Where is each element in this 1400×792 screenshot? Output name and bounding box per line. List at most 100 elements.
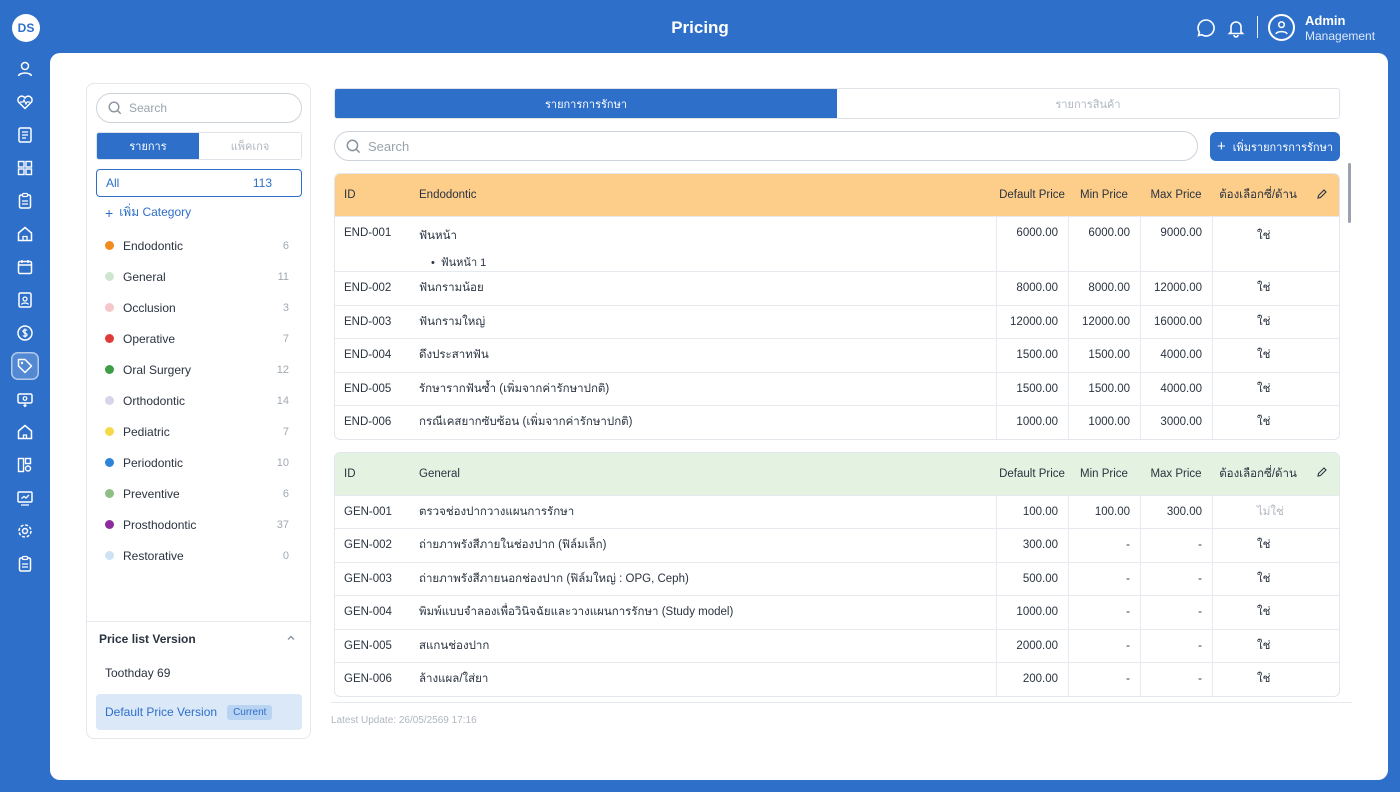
clinic-icon[interactable]	[11, 418, 39, 446]
row-default-price: 1000.00	[996, 595, 1068, 629]
table-row[interactable]: END-006 กรณีเคสยากซับซ้อน (เพิ่มจากค่ารัก…	[335, 405, 1339, 439]
category-item[interactable]: Operative 7	[105, 323, 293, 354]
category-count: 7	[282, 425, 289, 438]
edit-icon[interactable]	[1304, 453, 1339, 495]
category-name: General	[123, 269, 166, 284]
row-name: รักษารากฟันซ้ำ (เพิ่มจากค่ารักษาปกติ)	[410, 371, 996, 406]
treatment-search-input[interactable]: Search	[334, 131, 1198, 161]
row-subitem: ฟันหน้า 1	[419, 253, 996, 271]
category-all[interactable]: All 113	[96, 169, 302, 197]
pricing-tag-icon[interactable]	[11, 352, 39, 380]
scrollbar[interactable]	[1348, 163, 1351, 223]
add-category-button[interactable]: + เพิ่ม Category	[105, 203, 191, 222]
version-current[interactable]: Default Price Version Current	[96, 694, 302, 730]
row-min-price: -	[1068, 561, 1140, 595]
row-name-text: ฟันกรามน้อย	[419, 282, 484, 295]
category-name: Orthodontic	[123, 393, 186, 408]
row-required: ใช่	[1212, 216, 1339, 271]
category-item[interactable]: Orthodontic 14	[105, 385, 293, 416]
table-row[interactable]: GEN-003 ถ่ายภาพรังสีภายนอกช่องปาก (ฟิล์มใ…	[335, 561, 1339, 595]
category-item[interactable]: Prosthodontic 37	[105, 509, 293, 540]
pricing-tables: ID Endodontic Default Price Min Price Max Pr…	[334, 173, 1352, 703]
table-row[interactable]: GEN-005 สแกนช่องปาก 2000.00- - ใช่	[335, 628, 1339, 663]
top-bar: DS Pricing Admin Management	[0, 0, 1400, 54]
plus-icon: +	[105, 204, 114, 221]
category-search-input[interactable]: Search	[96, 93, 302, 123]
home-icon[interactable]	[11, 220, 39, 248]
category-item[interactable]: Preventive 6	[105, 478, 293, 509]
clipboard-icon[interactable]	[11, 187, 39, 215]
table-row[interactable]: END-003 ฟันกรามใหญ่ 12000.00 12000.00 16000.…	[335, 304, 1339, 338]
gear-icon[interactable]	[11, 517, 39, 545]
row-required: ไม่ใช่	[1212, 494, 1339, 528]
category-count: 6	[282, 487, 289, 500]
chat-icon[interactable]	[1195, 17, 1217, 39]
row-required: ใช่	[1212, 338, 1339, 372]
tab-treatments[interactable]: รายการการรักษา	[335, 89, 837, 118]
table-row[interactable]: END-005 รักษารากฟันซ้ำ (เพิ่มจากค่ารักษาป…	[335, 371, 1339, 406]
category-name: Endodontic	[123, 238, 184, 253]
document-icon[interactable]	[11, 121, 39, 149]
category-all-label: All	[106, 176, 120, 190]
row-required: ใช่	[1212, 271, 1339, 305]
patient-file-icon[interactable]	[11, 286, 39, 314]
category-count: 11	[277, 270, 289, 283]
row-id: END-001	[335, 216, 410, 271]
version-item[interactable]: Toothday 69	[105, 666, 171, 680]
category-item[interactable]: Endodontic 6	[105, 230, 293, 261]
calendar-icon[interactable]	[11, 253, 39, 281]
category-count: 3	[282, 301, 289, 314]
page-title: Pricing	[671, 18, 729, 37]
health-icon[interactable]	[11, 88, 39, 116]
table-row[interactable]: GEN-004 พิมพ์แบบจำลองเพื่อวินิจฉัยและวางแ…	[335, 595, 1339, 629]
app-logo[interactable]: DS	[12, 14, 40, 42]
table-row[interactable]: END-004 ดึงประสาทฟัน 1500.00 1500.00 4000.00…	[335, 338, 1339, 372]
category-item[interactable]: Restorative 0	[105, 540, 293, 571]
category-item[interactable]: Periodontic 10	[105, 447, 293, 478]
row-min-price: 1000.00	[1068, 405, 1140, 439]
left-tabs: รายการ แพ็คเกจ	[96, 132, 302, 160]
report-icon[interactable]	[11, 484, 39, 512]
table-row[interactable]: GEN-001 ตรวจช่องปากวางแผนการรักษา 100.00 10…	[335, 494, 1339, 528]
bell-icon[interactable]	[1225, 17, 1247, 39]
edit-icon[interactable]	[1304, 174, 1339, 216]
row-min-price: -	[1068, 662, 1140, 696]
add-treatment-label: เพิ่มรายการการรักษา	[1232, 141, 1334, 154]
tab-packages[interactable]: แพ็คเกจ	[199, 133, 301, 159]
tab-products[interactable]: รายการสินค้า	[837, 89, 1339, 118]
table-row[interactable]: GEN-002 ถ่ายภาพรังสีภายในช่องปาก (ฟิล์มเล…	[335, 528, 1339, 562]
category-item[interactable]: Occlusion 3	[105, 292, 293, 323]
tab-items[interactable]: รายการ	[97, 133, 199, 159]
row-name: ฟันกรามน้อย	[410, 271, 996, 305]
main-card: Search รายการ แพ็คเกจ All 113 + เพิ่ม Ca…	[50, 53, 1388, 780]
row-default-price: 1000.00	[996, 405, 1068, 439]
add-treatment-button[interactable]: + เพิ่มรายการการรักษา	[1210, 132, 1340, 161]
table-row[interactable]: GEN-006 ล้างแผล/ใส่ยา 200.00- - ใช่	[335, 662, 1339, 696]
patient-icon[interactable]	[11, 55, 39, 83]
payment-icon[interactable]	[11, 385, 39, 413]
chevron-up-icon[interactable]	[285, 632, 297, 647]
user-name[interactable]: Admin	[1305, 13, 1346, 28]
category-color-dot	[105, 551, 114, 560]
row-default-price: 6000.00	[996, 216, 1068, 271]
col-id: ID	[344, 189, 356, 201]
row-min-price: 100.00	[1068, 494, 1140, 528]
inventory-icon[interactable]	[11, 451, 39, 479]
row-id: GEN-005	[335, 628, 410, 663]
dashboard-icon[interactable]	[11, 154, 39, 182]
category-item[interactable]: Pediatric 7	[105, 416, 293, 447]
row-required: ใช่	[1212, 371, 1339, 405]
category-item[interactable]: Oral Surgery 12	[105, 354, 293, 385]
row-min-price: 8000.00	[1068, 271, 1140, 305]
checklist-icon[interactable]	[11, 550, 39, 578]
latest-update: Latest Update: 26/05/2569 17:16	[331, 715, 477, 726]
table-row[interactable]: END-002 ฟันกรามน้อย 8000.00 8000.00 12000.00…	[335, 271, 1339, 305]
category-color-dot	[105, 427, 114, 436]
category-item[interactable]: General 11	[105, 261, 293, 292]
user-avatar-icon[interactable]	[1268, 14, 1295, 41]
row-min-price: 12000.00	[1068, 304, 1140, 338]
dollar-icon[interactable]	[11, 319, 39, 347]
row-name: สแกนช่องปาก	[410, 628, 996, 663]
category-color-dot	[105, 520, 114, 529]
